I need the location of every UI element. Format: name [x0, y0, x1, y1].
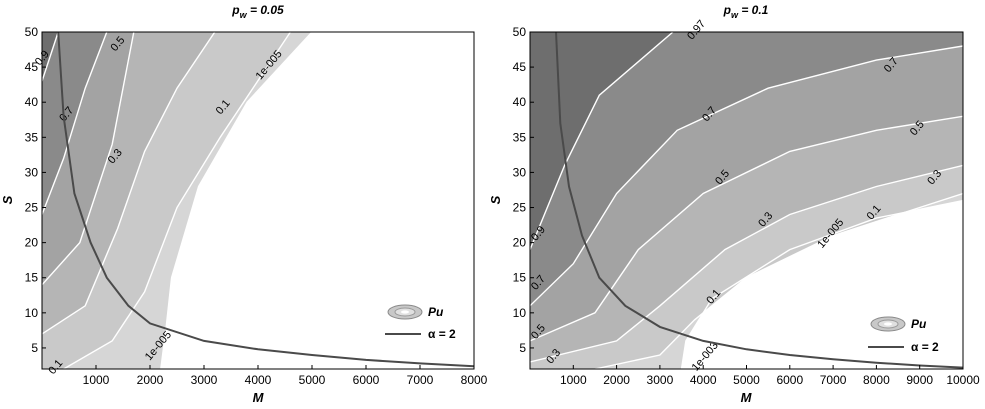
x-tick-label: 1000	[560, 373, 587, 387]
contour-line-0.9	[42, 32, 59, 82]
y-tick-label: 35	[513, 130, 527, 144]
contour-line-group	[530, 32, 963, 369]
x-tick-label: 2000	[603, 373, 630, 387]
x-tick-label: 7000	[820, 373, 847, 387]
x-tick-label: 8000	[461, 373, 488, 387]
y-tick-label: 25	[513, 201, 527, 215]
legend-pu-label: Pu	[428, 305, 444, 319]
contour-band-0.9	[530, 32, 673, 250]
x-tick-label: 5000	[299, 373, 326, 387]
y-tick-label: 35	[25, 130, 39, 144]
legend: Pu α = 2	[868, 316, 939, 354]
contour-line-group	[42, 32, 313, 369]
contour-fill-group	[42, 32, 312, 369]
contour-line-0.7	[42, 32, 108, 215]
pu-swatch-icon	[387, 304, 423, 320]
legend-alpha-label: α = 2	[911, 340, 939, 354]
x-tick-label: 6000	[353, 373, 380, 387]
contour-band-0.7	[530, 32, 963, 306]
x-tick-label: 7000	[407, 373, 434, 387]
x-tick-label: 4000	[690, 373, 717, 387]
y-tick-label: 10	[25, 306, 39, 320]
y-tick-label: 30	[25, 165, 39, 179]
y-axis-ticks: 5 10 15 20 25 30 35 40 45 50	[513, 25, 534, 355]
y-tick-label: 50	[25, 25, 39, 39]
y-tick-label: 40	[25, 95, 39, 109]
x-tick-label: 3000	[647, 373, 674, 387]
y-tick-label: 10	[513, 306, 527, 320]
y-tick-label: 5	[519, 341, 526, 355]
y-axis-ticks: 5 10 15 20 25 30 35 40 45 50	[25, 25, 46, 355]
contour-line-0.7	[530, 45, 963, 307]
pu-swatch-icon	[870, 316, 906, 332]
contour-fill-group	[530, 32, 963, 369]
alpha-curve	[57, 32, 474, 368]
contour-line-1e-005	[680, 199, 963, 369]
x-axis-ticks: 1000 2000 3000 4000 5000 6000 7000 8000 9000 1000…	[560, 365, 980, 387]
legend-pu-label: Pu	[911, 317, 927, 331]
y-tick-label: 15	[513, 271, 527, 285]
y-axis-label: S	[0, 195, 15, 204]
y-tick-label: 20	[25, 236, 39, 250]
contour-line-0.5	[42, 32, 135, 286]
y-axis-label: S	[488, 195, 503, 204]
y-tick-label: 40	[513, 95, 527, 109]
y-tick-label: 25	[25, 201, 39, 215]
alpha-curve	[555, 32, 963, 369]
x-tick-label: 1000	[83, 373, 110, 387]
x-tick-label: 3000	[191, 373, 218, 387]
right-panel: 0.90.970.70.70.70.50.50.50.30.30.30.10.1…	[488, 3, 980, 405]
x-tick-label: 6000	[776, 373, 803, 387]
y-tick-label: 20	[513, 236, 527, 250]
x-tick-label: 5000	[733, 373, 760, 387]
x-tick-label: 10000	[946, 373, 980, 387]
contour-line-0.9	[530, 32, 674, 250]
y-tick-label: 45	[513, 60, 527, 74]
x-tick-label: 8000	[863, 373, 890, 387]
x-axis-label: M	[741, 390, 753, 405]
y-tick-label: 5	[31, 341, 38, 355]
x-axis-label: M	[253, 390, 265, 405]
x-tick-label: 2000	[137, 373, 164, 387]
y-tick-label: 15	[25, 271, 39, 285]
y-tick-label: 45	[25, 60, 39, 74]
y-tick-label: 50	[513, 25, 527, 39]
legend-alpha-label: α = 2	[428, 327, 456, 341]
contour-line-0.5	[530, 115, 963, 342]
contour-line-0.3	[42, 32, 216, 335]
contour-line-0.1	[63, 32, 291, 369]
legend: Pu α = 2	[385, 304, 456, 341]
x-tick-label: 9000	[906, 373, 933, 387]
contour-line-1e-005	[160, 32, 313, 369]
contour-line-0.3	[530, 164, 963, 363]
panel-title: pw = 0.05	[231, 3, 284, 20]
x-tick-label: 4000	[245, 373, 272, 387]
panel-title: pw = 0.1	[723, 3, 769, 20]
y-tick-label: 30	[513, 165, 527, 179]
x-axis-ticks: 1000 2000 3000 4000 5000 6000 7000 8000	[83, 365, 488, 387]
